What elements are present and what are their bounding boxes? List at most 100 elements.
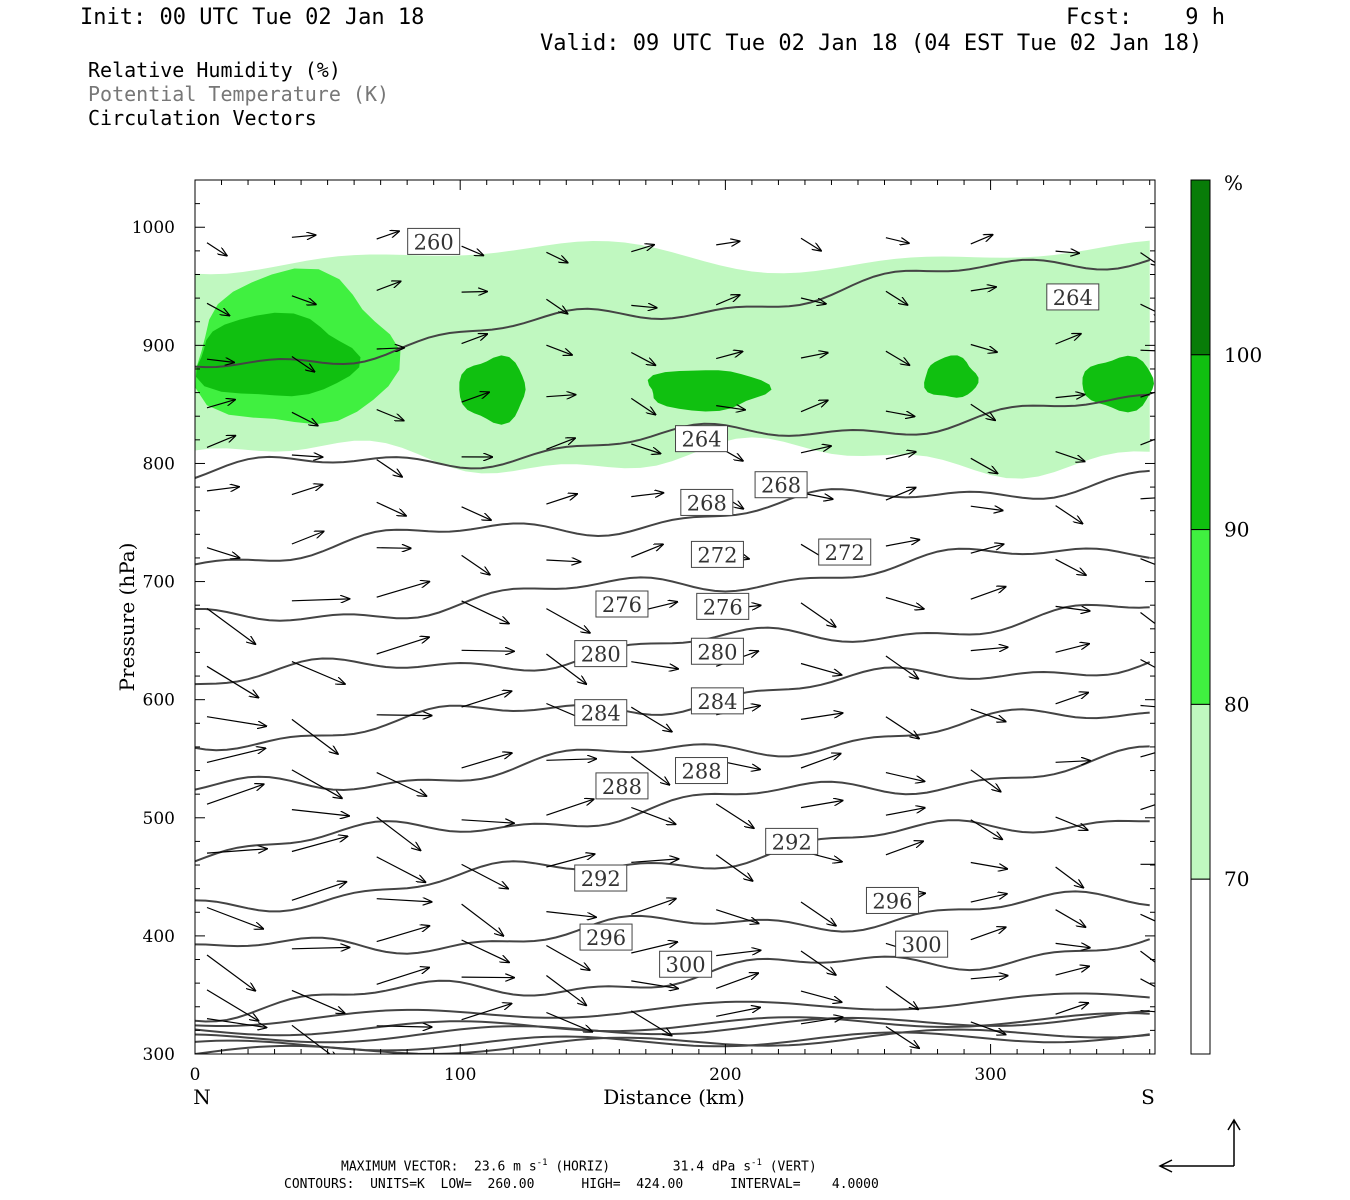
field-label-theta: Potential Temperature (K): [88, 82, 390, 106]
circulation-vector: [206, 400, 235, 409]
rh-region-90: [1082, 355, 1154, 413]
x-start-label: N: [193, 1085, 211, 1109]
circulation-vector: [461, 392, 489, 403]
colorbar-level-label: 70: [1224, 867, 1249, 891]
theta-label-box: [765, 827, 819, 855]
theta-label-text: 284: [697, 690, 737, 714]
circulation-vector: [1055, 761, 1090, 763]
reference-vector-icon: [1158, 1118, 1241, 1173]
y-tick-label: 500: [143, 809, 175, 829]
circulation-vector: [970, 708, 1006, 721]
theta-label-box: [574, 699, 628, 727]
theta-label-box: [1046, 283, 1100, 311]
circulation-vector: [631, 899, 676, 915]
colorbar-segment: [1190, 878, 1211, 1055]
circulation-vector: [1140, 497, 1155, 500]
circulation-vector: [970, 403, 995, 420]
circulation-vector: [461, 820, 514, 823]
circulation-vector: [206, 547, 239, 558]
theta-label-box: [407, 227, 461, 255]
circulation-vector: [1055, 644, 1089, 653]
colorbar-level-label: 80: [1224, 692, 1249, 716]
y-tick-label: 900: [143, 336, 175, 356]
rh-region-90: [924, 355, 979, 398]
circulation-vector: [716, 406, 745, 410]
theta-label-288: 288: [675, 757, 729, 785]
circulation-vector: [206, 242, 227, 256]
circulation-vector: [376, 968, 429, 985]
theta-contour-288: [195, 745, 1150, 863]
circulation-vector: [885, 985, 918, 1009]
circulation-vector: [291, 1024, 338, 1054]
theta-label-300: 300: [659, 950, 713, 978]
circulation-vector: [1055, 558, 1086, 575]
circulation-vector: [546, 975, 586, 1006]
circulation-vector: [291, 599, 349, 601]
circulation-vector: [546, 1011, 592, 1032]
circulation-vector: [206, 849, 267, 854]
circulation-vector: [970, 976, 1008, 979]
theta-contour-296: [195, 890, 1150, 955]
theta-label-box: [574, 640, 628, 668]
circulation-vector: [461, 691, 512, 708]
circulation-vector: [376, 582, 430, 598]
y-axis-title: Pressure (hPa): [115, 543, 139, 692]
colorbar: % 100 90 80 70: [1190, 171, 1262, 1055]
circulation-vector: [800, 602, 836, 627]
colorbar-level-label: 100: [1224, 343, 1262, 367]
rh-region-90: [459, 355, 526, 425]
circulation-vector: [461, 600, 509, 624]
circulation-vector: [461, 903, 504, 936]
colorbar-unit: %: [1224, 171, 1243, 195]
init-time: Init: 00 UTC Tue 02 Jan 18: [80, 5, 425, 30]
circulation-vector: [461, 506, 491, 520]
contour-label-layer: 300 300 296 296 292 292 288 288 284 284 280 280 276 2…: [407, 227, 1100, 978]
theta-label-text: 300: [666, 953, 706, 977]
circulation-vector: [715, 973, 758, 989]
circulation-vector: [1140, 950, 1155, 963]
circulation-vector: [546, 251, 567, 262]
circulation-vector: [546, 298, 567, 313]
circulation-vector: [291, 235, 316, 237]
circulation-vector: [631, 806, 675, 825]
circulation-vector: [1140, 704, 1155, 708]
theta-label-text: 264: [1053, 286, 1093, 310]
circulation-vector: [546, 608, 589, 633]
circulation-vector: [376, 772, 427, 796]
circulation-vector: [206, 906, 263, 929]
theta-label-284: 284: [690, 687, 744, 715]
circulation-vector: [291, 809, 349, 816]
y-tick-label: 400: [143, 927, 175, 947]
circulation-vector: [461, 650, 514, 651]
circulation-vector: [715, 295, 739, 306]
theta-label-box: [659, 950, 713, 978]
circulation-vector: [546, 911, 596, 918]
circulation-vector: [970, 861, 1007, 869]
circulation-vector: [800, 662, 842, 675]
circulation-vector: [716, 1008, 760, 1017]
circulation-vector: [1055, 866, 1084, 888]
circulation-vector: [206, 784, 264, 805]
circulation-vector: [970, 343, 997, 353]
theta-contour-upper: [195, 992, 1150, 1027]
theta-label-280: 280: [690, 637, 744, 665]
circulation-vector: [376, 715, 432, 716]
theta-label-box: [595, 590, 649, 618]
theta-label-300: 300: [895, 930, 949, 958]
theta-label-text: 264: [681, 428, 721, 452]
circulation-vector: [885, 488, 916, 501]
circulation-vector: [800, 353, 828, 359]
circulation-vector: [631, 493, 663, 497]
circulation-vector: [885, 655, 918, 679]
circulation-vector: [376, 1026, 432, 1027]
theta-label-box: [696, 592, 750, 620]
circulation-vector: [970, 587, 1006, 600]
theta-label-264: 264: [675, 425, 729, 453]
circulation-vector: [631, 661, 678, 669]
circulation-vector: [206, 608, 255, 645]
circulation-vector: [970, 287, 996, 291]
valid-time: Valid: 09 UTC Tue 02 Jan 18 (04 EST Tue …: [540, 31, 1203, 56]
x-axis-title: Distance (km): [603, 1085, 745, 1109]
circulation-vector: [885, 237, 909, 244]
theta-label-box: [675, 757, 729, 785]
